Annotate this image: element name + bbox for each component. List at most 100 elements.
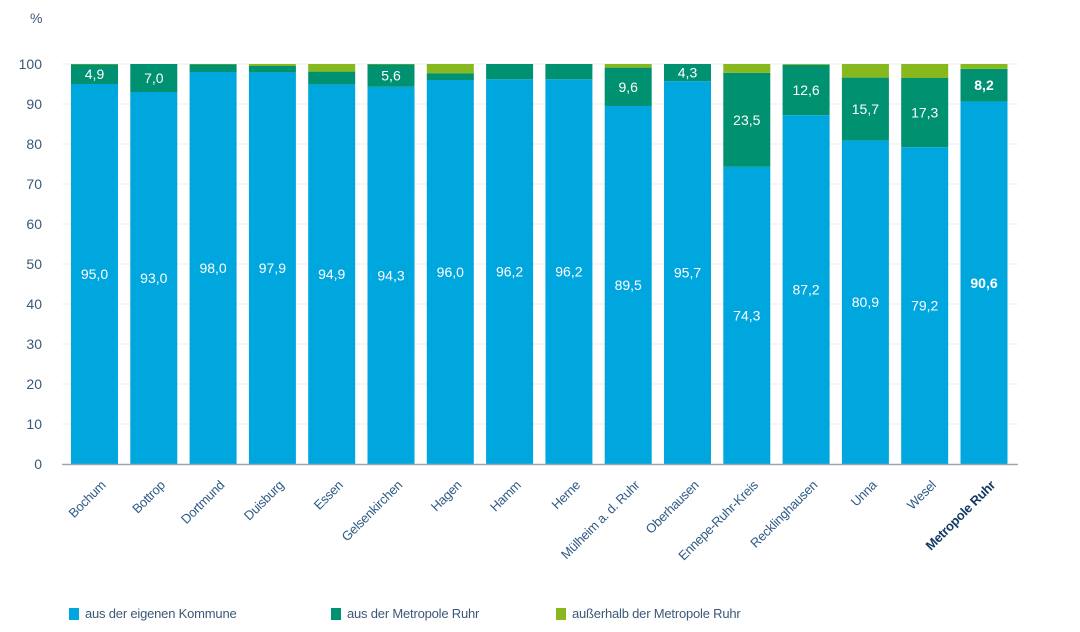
bar-value-label: 96,0 [437, 264, 464, 280]
bar-segment [604, 67, 652, 106]
y-tick-label: 100 [19, 56, 43, 72]
bar-segment [486, 79, 534, 464]
y-tick-label: 60 [26, 216, 42, 232]
x-tick-label: Oberhausen [643, 477, 702, 536]
bar-segment [248, 72, 296, 465]
bar-segment [426, 73, 474, 80]
legend-item-own-municipality: aus der eigenen Kommune [69, 606, 331, 621]
bar-segment [71, 84, 118, 464]
bar-group: 96,0 [426, 64, 474, 464]
bar-segment [308, 71, 356, 85]
bar-value-label: 7,0 [144, 70, 164, 86]
bar-group: 94,3 5,6 [367, 64, 415, 465]
legend-label: außerhalb der Metropole Ruhr [572, 606, 741, 621]
bar-group: 98,0 [189, 64, 237, 464]
legend-swatch [69, 607, 79, 620]
bar-segment [367, 64, 415, 87]
legend-item-metropole-ruhr: aus der Metropole Ruhr [331, 606, 556, 621]
bar-group: 80,9 15,7 [841, 64, 889, 464]
bar-value-label: 89,5 [615, 277, 642, 293]
bar-value-label: 15,7 [852, 101, 879, 117]
bar-value-label: 94,3 [377, 267, 404, 283]
bar-segment [545, 79, 593, 464]
bar-segment [248, 66, 296, 73]
bar-segment [960, 64, 1008, 69]
bar-value-label: 87,2 [792, 282, 819, 298]
bar-segment [189, 64, 237, 65]
bar-segment [723, 166, 771, 465]
x-tick-label: Wesel [904, 477, 939, 512]
bar-segment [664, 64, 711, 82]
bar-value-label: 4,9 [85, 66, 105, 82]
bar-segment [723, 72, 771, 167]
bar-segment [248, 64, 296, 66]
bar-segment [367, 64, 415, 65]
bar-value-label: 90,6 [970, 275, 997, 291]
x-tick-label: Unna [848, 477, 880, 509]
legend-label: aus der eigenen Kommune [85, 606, 237, 621]
x-tick-label: Bottrop [129, 477, 168, 516]
legend-label: aus der Metropole Ruhr [347, 606, 480, 621]
bar-segment [901, 78, 949, 148]
bar-value-label: 93,0 [140, 270, 167, 286]
x-tick-label: Dortmund [178, 477, 227, 526]
bar-segment [604, 64, 652, 68]
bar-value-label: 80,9 [852, 294, 879, 310]
bar-value-label: 5,6 [381, 68, 401, 84]
bar-segment [723, 64, 771, 73]
bar-group: 94,9 [308, 64, 356, 465]
bar-group: 97,9 [248, 64, 296, 465]
bar-segment [841, 64, 889, 78]
bar-group: 96,2 [545, 64, 593, 464]
legend-item-outside-metropole-ruhr: außerhalb der Metropole Ruhr [556, 606, 741, 621]
y-axis-unit-label: % [30, 10, 42, 26]
bar-segment [960, 68, 1008, 102]
x-tick-label: Duisburg [241, 477, 287, 523]
bar-segment [426, 64, 474, 74]
bar-segment [426, 80, 474, 464]
x-tick-label: Hagen [428, 477, 465, 514]
bar-segment [841, 140, 889, 464]
y-tick-label: 50 [26, 256, 42, 272]
y-tick-label: 70 [26, 176, 42, 192]
bar-value-label: 96,2 [496, 264, 523, 280]
bar-value-label: 95,7 [674, 265, 701, 281]
bar-value-label: 96,2 [555, 264, 582, 280]
bar-segment [664, 81, 711, 464]
x-axis-labels: Bochum Bottrop Dortmund Duisburg EssenGelsen… [66, 477, 999, 563]
bar-segment [367, 86, 415, 465]
bar-segment [960, 101, 1008, 464]
bars: 95,0 4,9 93,0 7,0 98,0 97,9 94,9 94,3 5,6 96,0 96,… [71, 64, 1008, 465]
y-tick-label: 20 [26, 376, 42, 392]
bar-group: 95,7 4,3 [664, 64, 711, 464]
y-tick-label: 90 [26, 96, 42, 112]
bar-value-label: 79,2 [911, 298, 938, 314]
bar-segment [71, 64, 118, 65]
bar-segment [545, 64, 593, 80]
bar-segment [130, 64, 178, 92]
bar-segment [189, 72, 237, 464]
y-tick-label: 30 [26, 336, 42, 352]
y-tick-label: 10 [26, 416, 42, 432]
bar-value-label: 12,6 [792, 82, 819, 98]
x-tick-label: Essen [311, 477, 346, 512]
bar-value-label: 94,9 [318, 266, 345, 282]
x-tick-label: Herne [548, 477, 583, 512]
x-tick-label: Gelsenkirchen [339, 477, 406, 544]
bar-value-label: 4,3 [678, 65, 698, 81]
bar-group: 89,5 9,6 [604, 64, 652, 464]
bar-segment [782, 115, 830, 464]
legend-swatch [331, 607, 341, 620]
bar-value-label: 95,0 [81, 266, 108, 282]
bar-segment [901, 147, 949, 464]
bar-group: 96,2 [486, 64, 534, 464]
bar-segment [308, 84, 356, 465]
legend-swatch [556, 607, 566, 620]
bar-segment [841, 77, 889, 141]
bar-group: 79,2 17,3 [901, 64, 949, 464]
bar-group: 74,3 23,5 [723, 64, 771, 465]
bar-segment [486, 64, 534, 80]
y-axis: 0 10 20 30 40 50 60 70 80 90 100 [19, 56, 43, 472]
bar-value-label: 17,3 [911, 105, 938, 121]
